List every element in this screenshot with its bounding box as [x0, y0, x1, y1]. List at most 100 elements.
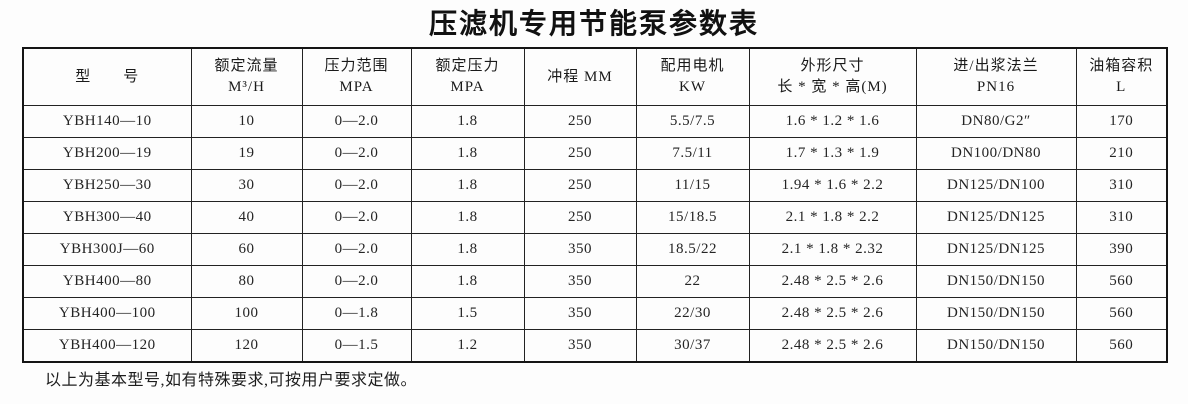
column-header-line: 额定流量 [214, 58, 279, 74]
column-header-line: 长 * 宽 * 高(M) [777, 79, 888, 95]
table-row: YBH250—30 30 0—2.0 1.8 250 11/15 1.94 * 1.6 * … [22, 169, 1168, 202]
table-cell: 350 [523, 329, 637, 363]
table-header-row: 型 号 额定流量 M³/H 压力范围 MPA 额定压力 MPA 冲程 MM 配用电机 KW 外形尺寸… [22, 47, 1168, 106]
table-cell: 310 [1075, 169, 1168, 202]
table-cell: YBH400—120 [22, 329, 192, 363]
table-cell: DN100/DN80 [915, 137, 1077, 170]
table-cell: 250 [523, 169, 637, 202]
column-header-line: MPA [450, 79, 485, 95]
table-cell: 0—1.5 [301, 329, 412, 363]
table-cell: 1.8 [410, 169, 525, 202]
table-cell: 7.5/11 [635, 137, 750, 170]
table-body: YBH140—10 10 0—2.0 1.8 250 5.5/7.5 1.6 * 1.2 *… [22, 105, 1168, 363]
column-header: 额定流量 M³/H [190, 47, 303, 106]
table-cell: 60 [190, 233, 303, 266]
table-cell: DN125/DN125 [915, 233, 1077, 266]
table-cell: YBH200—19 [22, 137, 192, 170]
table-cell: 170 [1075, 105, 1168, 138]
table-cell: 350 [523, 297, 637, 330]
column-header-line: 额定压力 [435, 58, 500, 74]
pump-parameter-table: 型 号 额定流量 M³/H 压力范围 MPA 额定压力 MPA 冲程 MM 配用电机 KW 外形尺寸… [22, 47, 1168, 363]
table-cell: 560 [1075, 329, 1168, 363]
column-header-line: 进/出浆法兰 [953, 58, 1039, 74]
table-cell: 1.8 [410, 137, 525, 170]
column-header-line: L [1116, 79, 1127, 95]
table-cell: 19 [190, 137, 303, 170]
column-header: 额定压力 MPA [410, 47, 525, 106]
table-cell: 560 [1075, 265, 1168, 298]
table-cell: 250 [523, 105, 637, 138]
table-row: YBH400—100 100 0—1.8 1.5 350 22/30 2.48 * 2.5 … [22, 297, 1168, 330]
table-cell: 250 [523, 201, 637, 234]
column-header: 型 号 [22, 47, 192, 106]
table-cell: DN150/DN150 [915, 329, 1077, 363]
table-row: YBH200—19 19 0—2.0 1.8 250 7.5/11 1.7 * 1.3 * … [22, 137, 1168, 170]
table-cell: 0—1.8 [301, 297, 412, 330]
table-cell: 80 [190, 265, 303, 298]
column-header: 油箱容积 L [1075, 47, 1168, 106]
table-cell: 2.1 * 1.8 * 2.2 [748, 201, 917, 234]
table-cell: 210 [1075, 137, 1168, 170]
table-cell: 10 [190, 105, 303, 138]
table-row: YBH140—10 10 0—2.0 1.8 250 5.5/7.5 1.6 * 1.2 *… [22, 105, 1168, 138]
column-header-line: M³/H [228, 79, 265, 95]
table-row: YBH400—80 80 0—2.0 1.8 350 22 2.48 * 2.5 * 2.6… [22, 265, 1168, 298]
table-cell: 0—2.0 [301, 233, 412, 266]
table-cell: 40 [190, 201, 303, 234]
table-cell: 1.6 * 1.2 * 1.6 [748, 105, 917, 138]
table-row: YBH400—120 120 0—1.5 1.2 350 30/37 2.48 * 2.5 … [22, 329, 1168, 363]
table-cell: 1.2 [410, 329, 525, 363]
table-cell: 5.5/7.5 [635, 105, 750, 138]
column-header-line: KW [679, 79, 706, 95]
table-cell: YBH140—10 [22, 105, 192, 138]
table-cell: 0—2.0 [301, 137, 412, 170]
table-cell: 2.48 * 2.5 * 2.6 [748, 297, 917, 330]
table-cell: 0—2.0 [301, 169, 412, 202]
column-header-line: 外形尺寸 [800, 58, 865, 74]
table-cell: 1.8 [410, 105, 525, 138]
table-cell: 15/18.5 [635, 201, 750, 234]
table-cell: 30 [190, 169, 303, 202]
table-cell: DN80/G2″ [915, 105, 1077, 138]
column-header-line: 压力范围 [324, 58, 389, 74]
table-cell: YBH400—80 [22, 265, 192, 298]
column-header-line: PN16 [976, 79, 1016, 95]
table-cell: 1.8 [410, 201, 525, 234]
table-cell: YBH300J—60 [22, 233, 192, 266]
table-cell: 390 [1075, 233, 1168, 266]
table-cell: 0—2.0 [301, 201, 412, 234]
table-cell: 30/37 [635, 329, 750, 363]
table-cell: 350 [523, 233, 637, 266]
column-header-line: MPA [339, 79, 374, 95]
table-cell: YBH250—30 [22, 169, 192, 202]
footer-note: 以上为基本型号,如有特殊要求,可按用户要求定做。 [45, 372, 418, 389]
table-cell: 2.48 * 2.5 * 2.6 [748, 265, 917, 298]
table-cell: 1.94 * 1.6 * 2.2 [748, 169, 917, 202]
table-cell: 100 [190, 297, 303, 330]
table-cell: YBH300—40 [22, 201, 192, 234]
table-cell: 350 [523, 265, 637, 298]
table-cell: 11/15 [635, 169, 750, 202]
table-cell: 1.8 [410, 265, 525, 298]
table-cell: 22 [635, 265, 750, 298]
table-cell: 22/30 [635, 297, 750, 330]
table-cell: 120 [190, 329, 303, 363]
column-header: 压力范围 MPA [301, 47, 412, 106]
table-cell: DN125/DN125 [915, 201, 1077, 234]
column-header: 外形尺寸长 * 宽 * 高(M) [748, 47, 917, 106]
column-header: 配用电机 KW [635, 47, 750, 106]
table-cell: 0—2.0 [301, 265, 412, 298]
table-cell: DN150/DN150 [915, 265, 1077, 298]
column-header: 进/出浆法兰 PN16 [915, 47, 1077, 106]
table-cell: 310 [1075, 201, 1168, 234]
table-cell: 0—2.0 [301, 105, 412, 138]
column-header-line: 型 号 [75, 68, 140, 85]
column-header-line: 油箱容积 [1089, 58, 1154, 74]
table-cell: 18.5/22 [635, 233, 750, 266]
table-row: YBH300J—60 60 0—2.0 1.8 350 18.5/22 2.1 * 1.8 … [22, 233, 1168, 266]
column-header: 冲程 MM [523, 47, 637, 106]
table-cell: 1.7 * 1.3 * 1.9 [748, 137, 917, 170]
table-cell: YBH400—100 [22, 297, 192, 330]
table-row: YBH300—40 40 0—2.0 1.8 250 15/18.5 2.1 * 1.8 *… [22, 201, 1168, 234]
table-cell: 1.5 [410, 297, 525, 330]
